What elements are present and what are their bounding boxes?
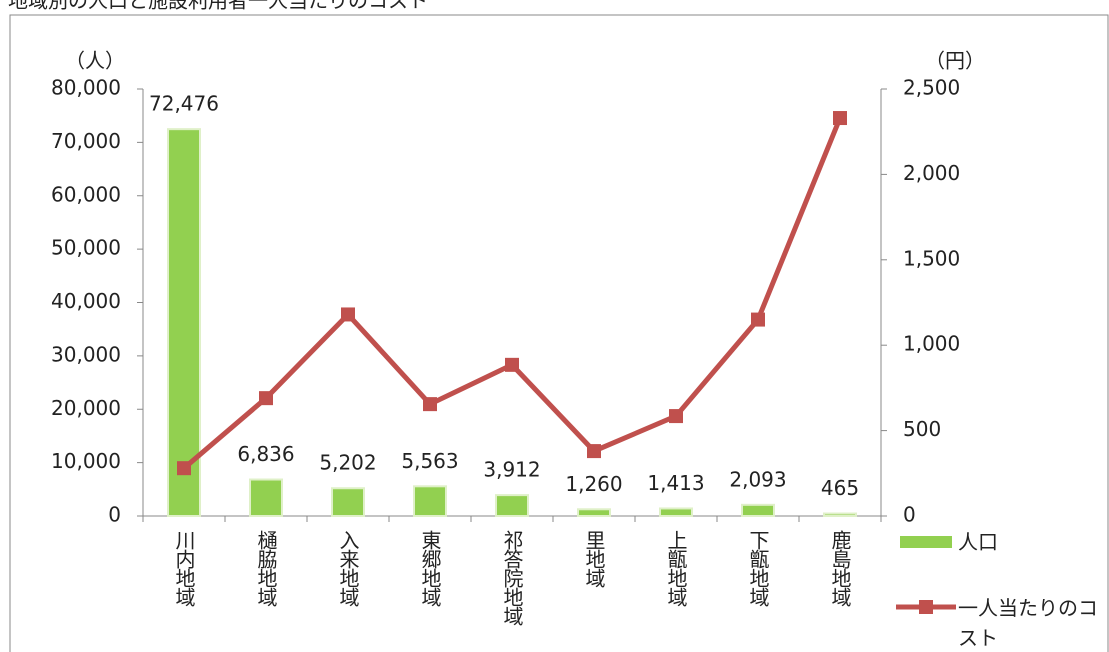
- y-axis-label: （人）: [65, 49, 125, 73]
- y-tick-label: 80,000: [51, 76, 121, 100]
- data-label: 1,260: [565, 472, 622, 496]
- bar: [413, 485, 447, 518]
- y-tick-label: 10,000: [51, 449, 121, 473]
- y2-tick-label: 2,500: [903, 76, 960, 100]
- marker: [259, 391, 273, 406]
- y-tick-label: 20,000: [51, 396, 121, 420]
- x-tick-label: 入来地域: [336, 530, 360, 607]
- x-tick-label: 祁答院地域: [500, 530, 524, 626]
- y-tick-label: 70,000: [51, 129, 121, 153]
- chart-frame: [9, 14, 1109, 652]
- bar: [823, 512, 857, 518]
- x-tick-label: 下甑地域: [746, 530, 770, 607]
- marker: [341, 307, 355, 322]
- data-label: 1,413: [647, 471, 704, 495]
- marker: [505, 357, 519, 372]
- x-tick-label: 里地域: [582, 530, 606, 588]
- legend-label: 一人当たりのコスト: [958, 596, 1098, 650]
- data-label: 465: [821, 476, 859, 500]
- y-tick-label: 0: [108, 503, 121, 527]
- y2-tick-label: 1,000: [903, 332, 960, 356]
- x-tick-label: 東郷地域: [418, 530, 442, 607]
- x-tick-label: 上甑地域: [664, 530, 688, 607]
- x-tick-label: 鹿島地域: [828, 530, 852, 607]
- marker: [587, 444, 601, 459]
- bar: [741, 503, 775, 518]
- y2-axis-label: （円）: [925, 49, 985, 73]
- bar: [249, 478, 283, 517]
- data-label: 72,476: [149, 92, 219, 116]
- marker: [751, 312, 765, 327]
- legend-label: 人口: [958, 530, 998, 554]
- chart-title: 地域別の人口と施設利用者一人当たりのコスト: [8, 0, 428, 13]
- x-tick-label: 樋脇地域: [254, 530, 278, 607]
- data-label: 6,836: [237, 442, 294, 466]
- y2-tick-label: 2,000: [903, 161, 960, 185]
- line: [182, 117, 843, 471]
- bar: [167, 128, 201, 517]
- y-tick-label: 60,000: [51, 182, 121, 206]
- marker: [833, 111, 847, 126]
- bar: [577, 508, 611, 517]
- bar: [495, 494, 529, 517]
- bar: [659, 507, 693, 517]
- y-tick-label: 50,000: [51, 236, 121, 260]
- legend-swatch: [919, 600, 933, 614]
- data-label: 3,912: [483, 458, 540, 482]
- marker: [423, 397, 437, 412]
- y2-tick-label: 1,500: [903, 246, 960, 270]
- data-label: 5,563: [401, 449, 458, 473]
- y-tick-label: 40,000: [51, 289, 121, 313]
- x-tick-label: 川内地域: [172, 530, 196, 607]
- data-label: 2,093: [729, 467, 786, 491]
- y-tick-label: 30,000: [51, 342, 121, 366]
- y2-tick-label: 0: [903, 503, 916, 527]
- legend-swatch: [900, 536, 952, 548]
- y2-tick-label: 500: [903, 417, 941, 441]
- bar: [331, 487, 365, 517]
- marker: [177, 461, 191, 476]
- data-label: 5,202: [319, 451, 376, 475]
- marker: [669, 409, 683, 424]
